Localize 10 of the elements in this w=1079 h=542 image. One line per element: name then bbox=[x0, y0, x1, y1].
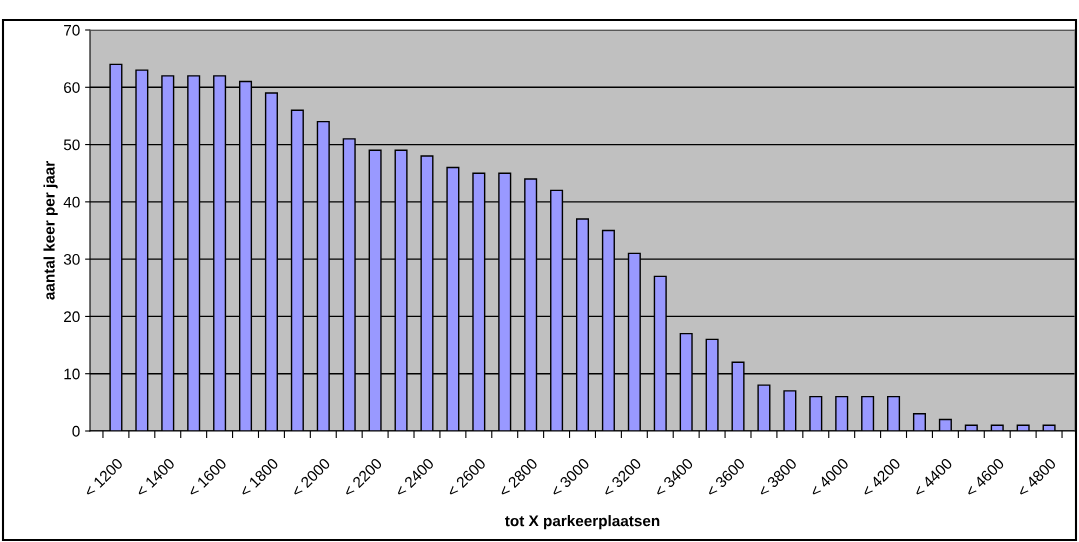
y-axis-title: aantal keer per jaar bbox=[43, 161, 58, 300]
y-tick-label: 60 bbox=[64, 82, 80, 93]
x-axis-title: tot X parkeerplaatsen bbox=[505, 515, 660, 530]
y-tick-label: 30 bbox=[63, 254, 80, 265]
y-tick-label: 70 bbox=[64, 24, 80, 36]
y-tick-label: 40 bbox=[63, 196, 80, 208]
y-tick-label: 50 bbox=[63, 139, 80, 151]
y-tick-label: 10 bbox=[64, 368, 80, 380]
y-tick-label: 0 bbox=[72, 425, 80, 437]
y-tick-label: 20 bbox=[64, 311, 80, 323]
